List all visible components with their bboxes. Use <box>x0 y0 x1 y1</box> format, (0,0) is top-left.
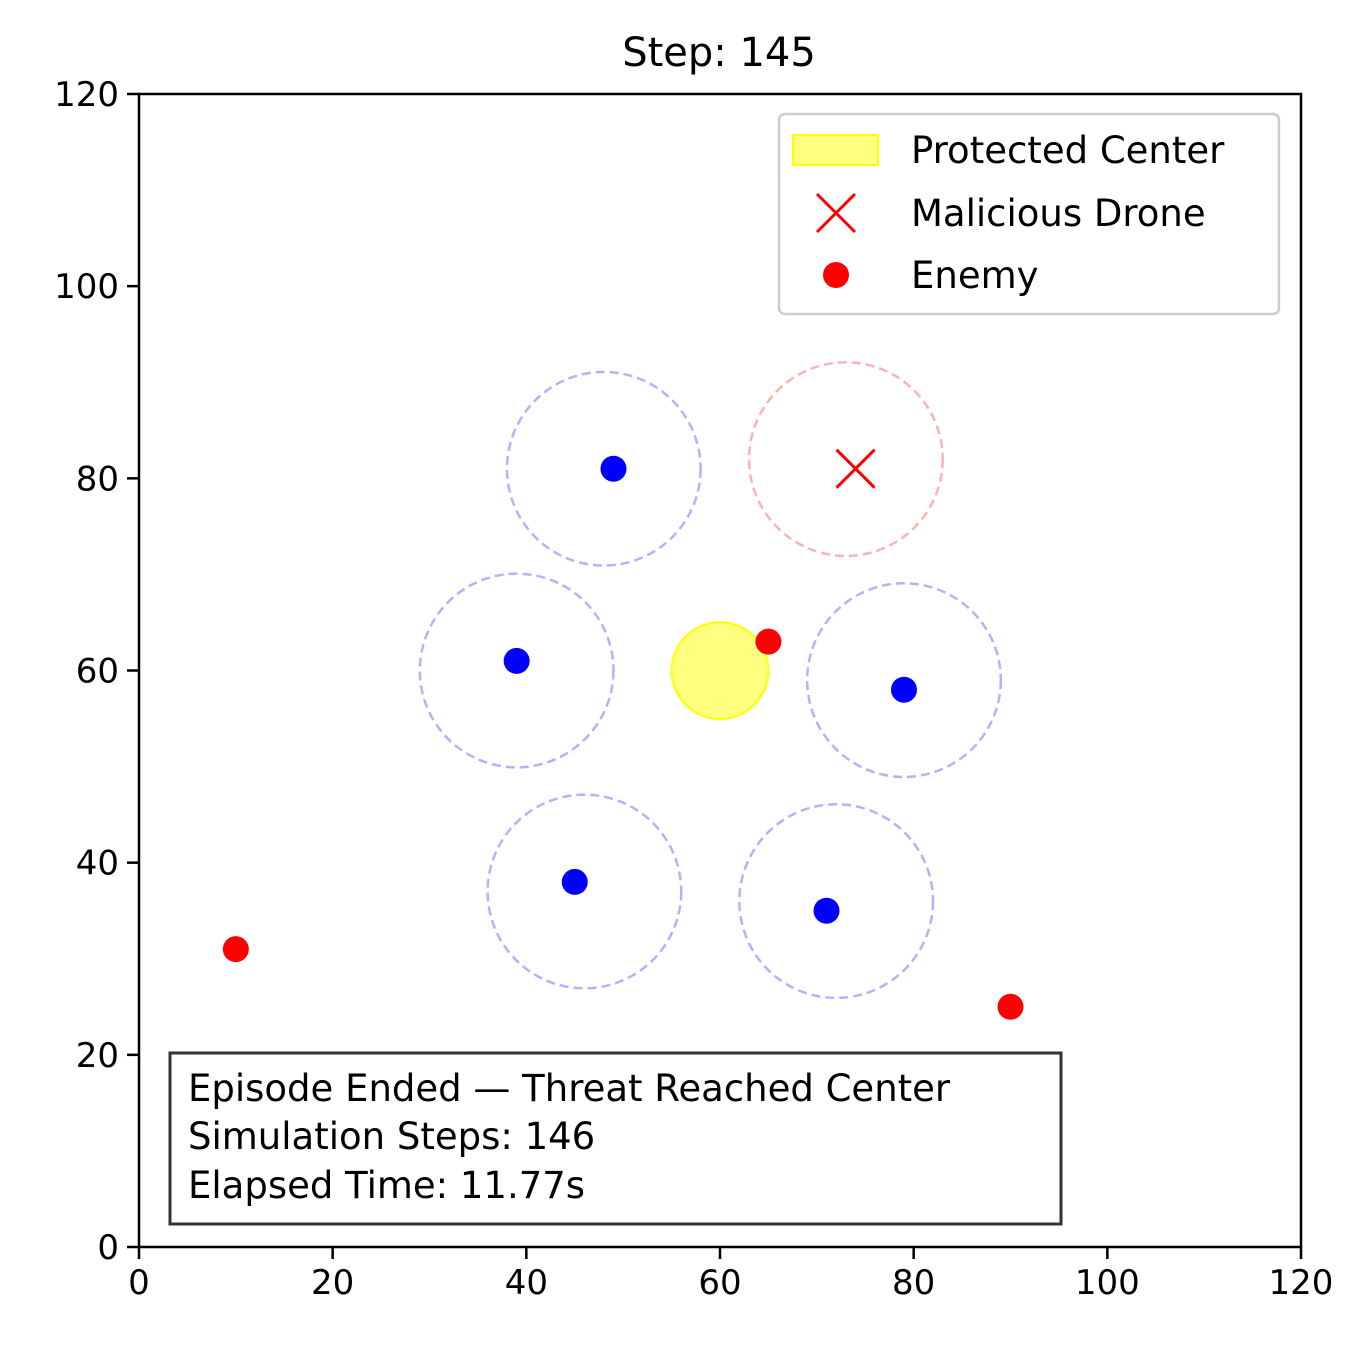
chart-title: Step: 145 <box>622 30 816 76</box>
range-circles <box>418 361 1003 1000</box>
legend-x-stroke <box>815 192 857 234</box>
x-tick-label: 60 <box>698 1263 741 1303</box>
defender-range-circle <box>486 793 683 990</box>
info-box: Episode Ended — Threat Reached Center Sim… <box>168 1051 1063 1226</box>
protected-center-circle <box>670 621 770 720</box>
malicious-drone-marker <box>835 448 876 489</box>
defender-drone-point <box>813 897 840 924</box>
legend-frame <box>777 112 1281 316</box>
info-box-line: Simulation Steps: 146 <box>188 1115 595 1158</box>
enemy-point <box>222 936 249 963</box>
legend-label-malicious: Malicious Drone <box>911 192 1206 235</box>
y-tick-label: 60 <box>76 652 119 692</box>
y-tick-label: 80 <box>76 459 119 499</box>
defender-drone-point <box>503 647 530 674</box>
malicious-drone-range-circle <box>747 361 944 558</box>
defender-drone-point <box>561 868 588 895</box>
y-tick-label: 20 <box>76 1036 119 1076</box>
y-tick-label: 120 <box>54 75 119 115</box>
x-tick-label: 100 <box>1075 1263 1140 1303</box>
y-tick-label: 0 <box>97 1228 119 1268</box>
defender-range-circle <box>805 582 1003 779</box>
y-tick-label: 100 <box>54 267 119 307</box>
legend-protected-center-swatch <box>792 134 879 166</box>
malicious-drone-x-stroke <box>835 448 876 489</box>
defender-drone-point <box>600 455 627 482</box>
x-tick-label: 80 <box>892 1263 935 1303</box>
x-tick-label: 120 <box>1269 1263 1334 1303</box>
legend-label-enemy: Enemy <box>911 254 1039 297</box>
y-tick-label: 40 <box>76 844 119 884</box>
enemy-point <box>997 993 1024 1020</box>
defender-range-circle <box>505 370 702 567</box>
x-tick-label: 0 <box>128 1263 150 1303</box>
defender-range-circle <box>738 803 935 1000</box>
axis-ticks: 0 20 40 60 80 100 120 0 20 40 60 80 100 120 <box>54 75 1333 1303</box>
defender-drone-point <box>890 676 917 703</box>
x-tick-label: 40 <box>505 1263 548 1303</box>
legend-malicious-drone-swatch <box>815 192 857 234</box>
legend: Protected Center Malicious Drone Enemy <box>777 112 1281 316</box>
defender-range-circle <box>418 572 615 769</box>
info-box-frame <box>168 1051 1063 1226</box>
enemy-point <box>755 628 782 655</box>
x-tick-label: 20 <box>311 1263 354 1303</box>
legend-label-protected: Protected Center <box>911 129 1225 172</box>
info-box-line: Elapsed Time: 11.77s <box>188 1164 585 1207</box>
plot-marks <box>222 448 1024 1020</box>
legend-enemy-swatch <box>823 262 849 288</box>
info-box-line: Episode Ended — Threat Reached Center <box>188 1067 951 1110</box>
